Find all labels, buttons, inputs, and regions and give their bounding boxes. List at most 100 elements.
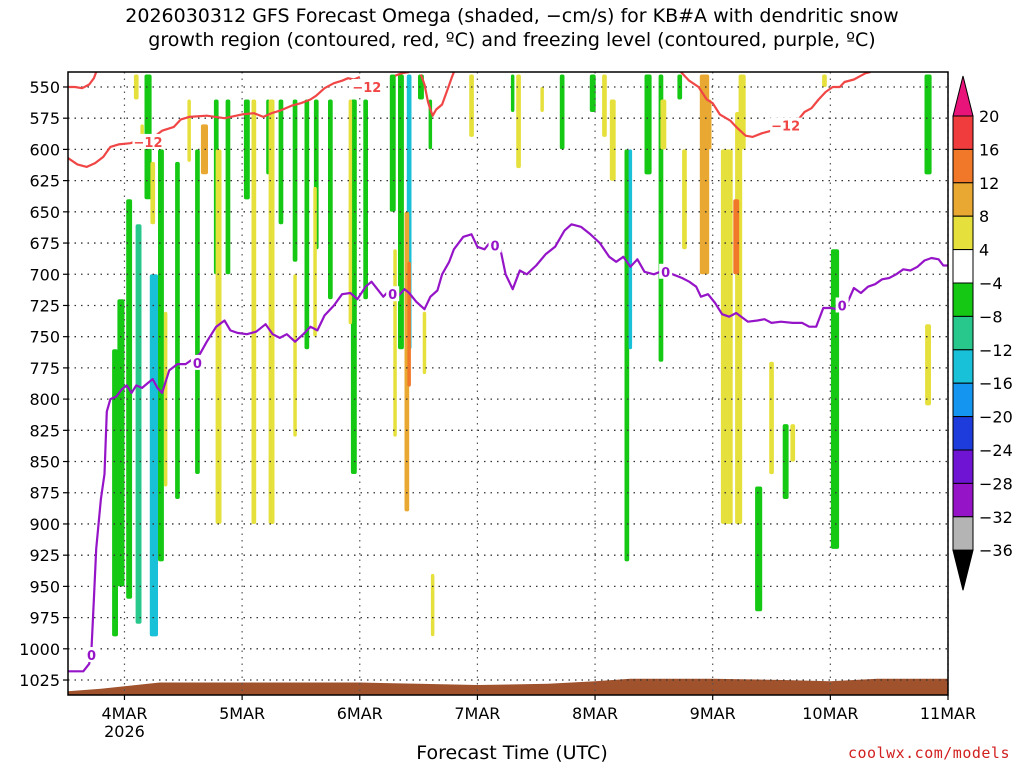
omega-patch bbox=[790, 424, 796, 462]
colorbar-swatch bbox=[952, 249, 974, 284]
colorbar-swatch bbox=[952, 449, 974, 484]
omega-patch bbox=[313, 186, 317, 337]
dgz-contour-label-bg bbox=[132, 133, 164, 149]
omega-patch bbox=[268, 99, 275, 524]
omega-patch bbox=[540, 87, 544, 112]
colorbar-swatch bbox=[952, 416, 974, 451]
dgz-contour-label: −12 bbox=[134, 136, 163, 151]
colorbar-swatch bbox=[952, 482, 974, 518]
y-tick-label: 650 bbox=[29, 203, 60, 222]
omega-patch bbox=[243, 99, 250, 200]
omega-patch bbox=[117, 299, 125, 587]
omega-patch bbox=[624, 149, 630, 562]
omega-patch bbox=[251, 99, 257, 524]
omega-patch bbox=[278, 99, 284, 225]
source-credit: coolwx.com/models bbox=[847, 744, 1010, 762]
omega-patch bbox=[720, 149, 733, 524]
freezing-level-label: 0 bbox=[491, 240, 500, 255]
omega-patch bbox=[158, 149, 164, 562]
colorbar-swatch bbox=[952, 382, 974, 418]
plot-grid bbox=[68, 72, 949, 695]
omega-patch bbox=[293, 274, 297, 437]
omega-shading bbox=[112, 74, 932, 637]
y-tick-label: 975 bbox=[29, 609, 60, 628]
pressure-axis: 550 575 600 625 650 675 700 725 750 775 800 825 850 8… bbox=[19, 78, 68, 690]
colorbar-tick-label: −8 bbox=[979, 307, 1003, 326]
freezing-level-label-bg bbox=[85, 647, 99, 663]
colorbar-tick-label: −12 bbox=[979, 341, 1013, 360]
plot-frame bbox=[67, 71, 949, 696]
omega-patch bbox=[738, 74, 746, 150]
freezing-level-label-bg bbox=[835, 297, 849, 313]
colorbar-tick-label: −24 bbox=[979, 441, 1013, 460]
y-tick-label: 625 bbox=[29, 172, 60, 191]
dgz-contour-label: −12 bbox=[771, 120, 800, 135]
omega-patch bbox=[133, 74, 139, 100]
omega-patch bbox=[682, 149, 687, 250]
colorbar-bottom-arrow bbox=[952, 549, 974, 591]
omega-patch bbox=[350, 99, 357, 474]
freezing-level-label-bg bbox=[488, 237, 502, 253]
omega-patch bbox=[126, 199, 133, 599]
y-tick-label: 1000 bbox=[19, 640, 60, 659]
colorbar-tick-label: −36 bbox=[979, 541, 1013, 560]
omega-patch bbox=[175, 161, 180, 499]
omega-patch bbox=[195, 149, 200, 474]
omega-patch bbox=[187, 99, 191, 162]
omega-patch bbox=[149, 274, 158, 637]
y-tick-label: 575 bbox=[29, 109, 60, 128]
freezing-level-label: 0 bbox=[838, 299, 847, 314]
x-tick-label: 7MAR bbox=[454, 704, 500, 723]
omega-patch bbox=[430, 573, 435, 637]
y-tick-label: 600 bbox=[29, 140, 60, 159]
omega-patch bbox=[609, 99, 616, 181]
dgz-contour-label-bg bbox=[351, 78, 383, 94]
omega-patch bbox=[706, 99, 712, 150]
colorbar-top-arrow bbox=[952, 75, 974, 117]
x-tick-label: 11MAR bbox=[920, 704, 976, 723]
colorbar-tick-label: 12 bbox=[979, 174, 999, 193]
colorbar-swatch bbox=[952, 516, 974, 551]
freezing-level-label-bg bbox=[386, 286, 400, 302]
freezing-level-label-bg bbox=[659, 263, 673, 279]
colorbar-swatch bbox=[952, 148, 974, 184]
colorbar-swatch bbox=[952, 315, 974, 351]
dgz-contour-line bbox=[68, 72, 98, 90]
omega-patch bbox=[644, 74, 652, 175]
omega-patch bbox=[150, 161, 156, 225]
omega-patch bbox=[393, 249, 397, 437]
colorbar-tick-label: −20 bbox=[979, 408, 1013, 427]
dgz-contour-line bbox=[419, 72, 455, 117]
omega-patch bbox=[822, 74, 827, 87]
chart-title-line-2: growth region (contoured, red, ºC) and f… bbox=[148, 29, 876, 51]
omega-patch bbox=[348, 99, 353, 325]
omega-patch bbox=[135, 224, 142, 624]
y-tick-label: 900 bbox=[29, 515, 60, 534]
freezing-level-label: 0 bbox=[87, 649, 96, 664]
omega-patch bbox=[924, 74, 932, 175]
dgz-contour-label-bg bbox=[770, 117, 802, 133]
y-tick-label: 850 bbox=[29, 453, 60, 472]
colorbar-swatch bbox=[952, 282, 974, 317]
x-axis-label: Forecast Time (UTC) bbox=[416, 742, 608, 764]
x-tick-label: 6MAR bbox=[337, 704, 383, 723]
omega-patch bbox=[510, 74, 515, 112]
colorbar-tick-label: −28 bbox=[979, 474, 1013, 493]
omega-patch bbox=[559, 74, 565, 150]
colorbar-swatch bbox=[952, 215, 974, 251]
y-tick-label: 675 bbox=[29, 234, 60, 253]
y-tick-label: 775 bbox=[29, 359, 60, 378]
colorbar-swatch bbox=[952, 182, 974, 217]
colorbar-tick-label: 16 bbox=[979, 140, 999, 159]
omega-colorbar: 20 16 12 8 4 −4 −8 −12 −16 −20 −24 −28 −32 −36 bbox=[952, 75, 1013, 591]
omega-patch bbox=[733, 199, 740, 275]
y-tick-label: 725 bbox=[29, 296, 60, 315]
chart-title: 2026030312 GFS Forecast Omega (shaded, −… bbox=[0, 4, 1024, 52]
omega-patch bbox=[292, 99, 298, 262]
y-tick-label: 750 bbox=[29, 328, 60, 347]
freezing-level-label: 0 bbox=[661, 266, 670, 281]
colorbar-tick-label: −16 bbox=[979, 374, 1013, 393]
omega-patch bbox=[112, 349, 118, 637]
x-tick-label: 9MAR bbox=[690, 704, 736, 723]
